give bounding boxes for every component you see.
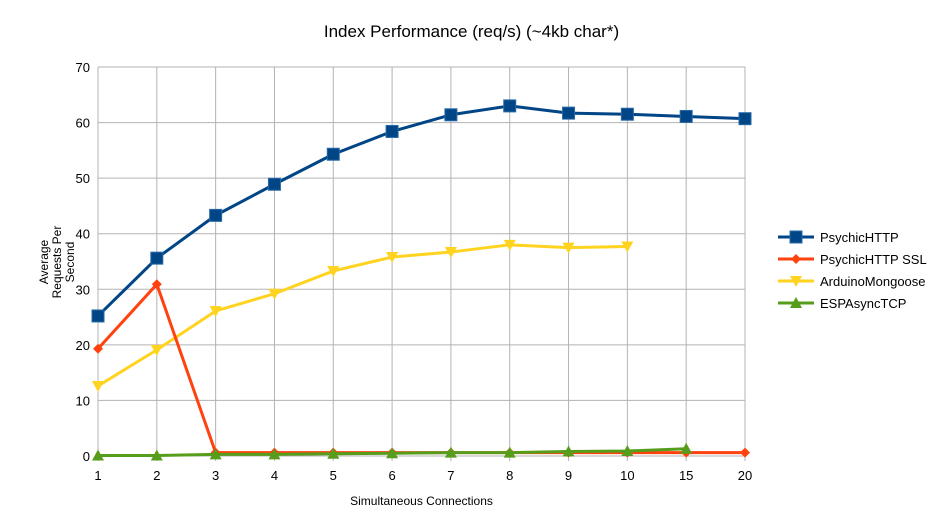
data-point [386, 252, 399, 264]
legend-label: PsychicHTTP [820, 229, 899, 245]
x-tick-label: 7 [447, 468, 454, 483]
data-point [503, 239, 516, 251]
legend-marker [790, 297, 802, 308]
x-tick-label: 5 [330, 468, 337, 483]
data-point [150, 449, 163, 461]
y-tick-label: 40 [76, 227, 90, 242]
data-point [326, 147, 340, 161]
x-tick-label: 15 [679, 468, 693, 483]
chart-title: Index Performance (req/s) (~4kb char*) [323, 22, 620, 41]
data-point [385, 124, 399, 138]
series-psychichttp [91, 99, 752, 323]
legend-item: PsychicHTTP [778, 226, 927, 248]
y-tick-label: 50 [76, 171, 90, 186]
y-tick-label: 60 [76, 116, 90, 131]
y-tick-label: 10 [76, 393, 90, 408]
data-point [93, 343, 103, 354]
data-point [503, 99, 517, 113]
data-point [621, 241, 634, 253]
legend-label: ArduinoMongoose [820, 273, 926, 289]
legend-item: PsychicHTTP SSL [778, 248, 927, 270]
data-point [738, 112, 752, 126]
x-tick-label: 3 [212, 468, 219, 483]
data-point [209, 448, 222, 460]
legend-swatch [778, 297, 814, 308]
legend-item: ESPAsyncTCP [778, 292, 927, 314]
data-point [562, 106, 576, 120]
legend: PsychicHTTP PsychicHTTP SSL ArduinoMongoos… [778, 226, 927, 314]
legend-marker [789, 230, 803, 244]
data-point [92, 380, 104, 392]
data-point [444, 108, 458, 122]
data-point [92, 449, 104, 461]
data-point [680, 442, 693, 454]
data-point [562, 445, 575, 457]
data-point [620, 107, 634, 121]
data-point [444, 446, 457, 458]
data-point [740, 447, 750, 458]
data-point [267, 177, 281, 191]
legend-swatch [778, 230, 814, 244]
data-point [444, 247, 457, 259]
legend-swatch [778, 254, 814, 264]
legend-item: ArduinoMongoose [778, 270, 927, 292]
x-axis-label: Simultaneous Connections [350, 494, 493, 508]
legend-marker [791, 254, 801, 264]
series-line [97, 243, 628, 388]
data-point [268, 288, 281, 300]
y-tick-label: 70 [76, 60, 90, 75]
x-tick-label: 6 [388, 468, 395, 483]
y-tick-label: 20 [76, 338, 90, 353]
y-tick-label: 30 [76, 282, 90, 297]
data-point [150, 251, 164, 265]
data-point [621, 444, 634, 456]
series-psychichttp-ssl [93, 279, 750, 458]
x-tick-label: 8 [506, 468, 513, 483]
data-point [327, 265, 340, 277]
data-point [209, 305, 222, 317]
series-espasynctcp [92, 442, 693, 461]
data-point [503, 446, 516, 458]
legend-marker [790, 276, 802, 287]
series-arduinomongoose [92, 239, 634, 392]
y-tick-label: 0 [83, 449, 90, 464]
x-tick-label: 9 [565, 468, 572, 483]
legend-label: ESPAsyncTCP [820, 295, 907, 311]
legend-swatch [778, 276, 814, 287]
x-tick-label: 2 [153, 468, 160, 483]
data-point [386, 447, 399, 459]
data-point [679, 109, 693, 123]
data-point [150, 344, 163, 356]
data-point [327, 447, 340, 459]
x-tick-label: 20 [738, 468, 752, 483]
x-tick-label: 1 [94, 468, 101, 483]
data-point [268, 448, 281, 460]
x-tick-label: 10 [620, 468, 634, 483]
data-point [91, 309, 105, 323]
data-point [151, 279, 162, 290]
data-point [562, 242, 575, 254]
x-tick-label: 4 [271, 468, 278, 483]
series-line [96, 282, 745, 455]
legend-label: PsychicHTTP SSL [820, 251, 927, 267]
series-line [96, 104, 746, 318]
data-point [209, 208, 223, 222]
